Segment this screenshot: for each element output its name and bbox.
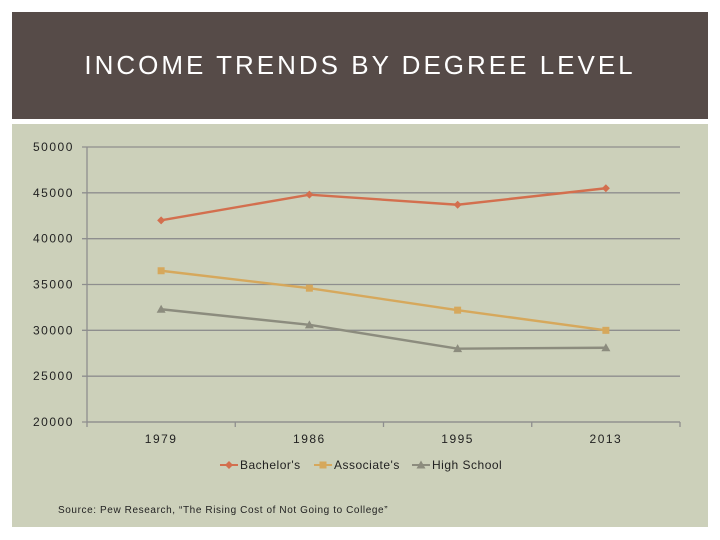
y-tick-label: 40000 bbox=[33, 232, 74, 246]
y-tick-label: 20000 bbox=[33, 415, 74, 429]
series-line-bachelor-s bbox=[160, 187, 607, 222]
y-tick-label: 25000 bbox=[33, 369, 74, 383]
data-point-associate-s bbox=[602, 326, 610, 334]
title-banner: INCOME TRENDS BY DEGREE LEVEL bbox=[12, 12, 708, 119]
y-tick-labels: 50000 45000 40000 35000 30000 25000 20000 bbox=[33, 140, 74, 429]
x-tick-label: 1986 bbox=[293, 432, 326, 446]
series-lines bbox=[156, 184, 611, 353]
y-tick-label: 45000 bbox=[33, 186, 74, 200]
legend-marker-bachelor-s bbox=[225, 461, 233, 469]
data-point-associate-s bbox=[454, 306, 462, 314]
x-tick-labels: 1979 1986 1995 2013 bbox=[145, 432, 623, 446]
data-point-high-school bbox=[304, 320, 314, 329]
chart-panel bbox=[12, 124, 708, 527]
legend-label-associate-s: Associate's bbox=[334, 458, 400, 472]
data-point-high-school bbox=[156, 304, 166, 313]
data-point-high-school bbox=[453, 344, 463, 353]
legend-label-bachelor-s: Bachelor's bbox=[240, 458, 301, 472]
data-point-bachelor-s bbox=[157, 216, 166, 225]
data-point-bachelor-s bbox=[305, 190, 314, 199]
data-point-bachelor-s bbox=[601, 184, 610, 193]
legend-marker-high-school bbox=[416, 460, 426, 469]
source-caption: Source: Pew Research, “The Rising Cost o… bbox=[58, 505, 388, 516]
series-line-associate-s bbox=[160, 269, 607, 332]
data-point-bachelor-s bbox=[453, 200, 462, 209]
x-tick-label: 2013 bbox=[590, 432, 623, 446]
legend: Bachelor's Associate's High School bbox=[220, 458, 502, 472]
data-point-associate-s bbox=[157, 267, 165, 275]
gridlines bbox=[82, 146, 680, 423]
x-tick-label: 1979 bbox=[145, 432, 178, 446]
legend-label-high-school: High School bbox=[432, 458, 502, 472]
y-tick-label: 35000 bbox=[33, 278, 74, 292]
y-tick-label: 30000 bbox=[33, 323, 74, 337]
x-tick-label: 1995 bbox=[441, 432, 474, 446]
data-point-associate-s bbox=[305, 284, 313, 292]
legend-marker-associate-s bbox=[319, 461, 327, 469]
slide-title: INCOME TRENDS BY DEGREE LEVEL bbox=[84, 50, 636, 80]
y-tick-label: 50000 bbox=[33, 140, 74, 154]
axes bbox=[86, 147, 681, 427]
data-point-high-school bbox=[601, 343, 611, 352]
series-line-high-school bbox=[160, 308, 606, 350]
